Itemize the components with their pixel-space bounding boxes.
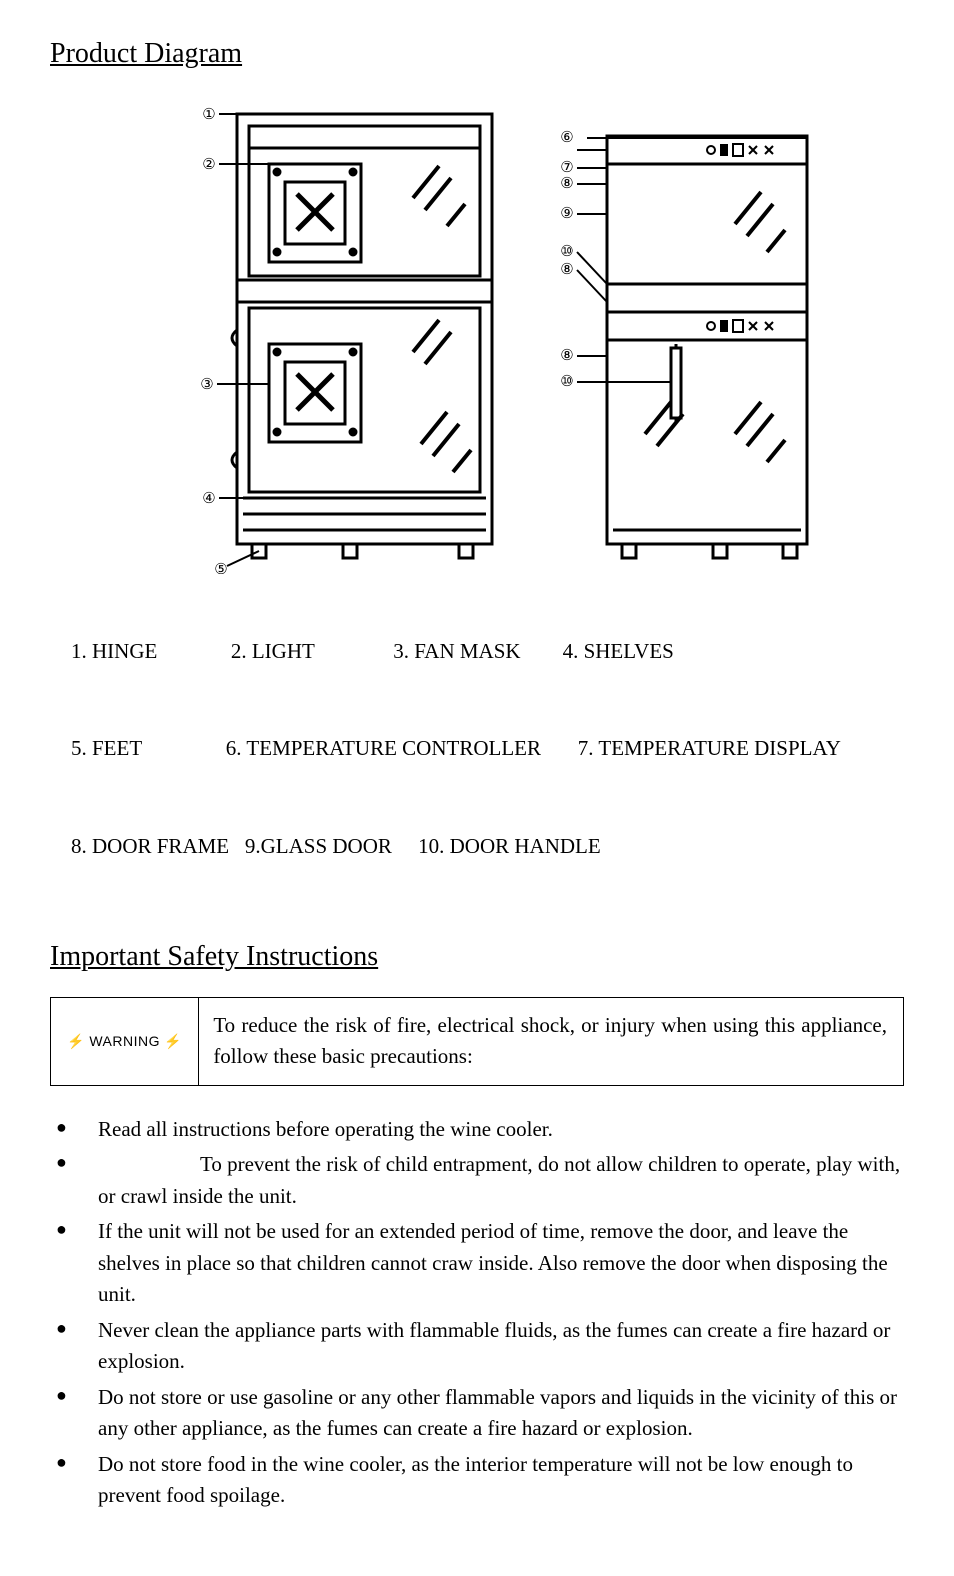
safety-bullet-list: Read all instructions before operating t… <box>50 1114 904 1512</box>
legend-item: 4. SHELVES <box>563 639 674 663</box>
warning-label-text: WARNING <box>89 1033 160 1049</box>
svg-text:⑨: ⑨ <box>560 205 573 222</box>
svg-text:⑩: ⑩ <box>560 373 573 390</box>
svg-text:④: ④ <box>202 490 215 507</box>
lightning-icon: ⚡ <box>164 1033 182 1050</box>
lightning-icon: ⚡ <box>67 1033 85 1050</box>
legend-item: 3. FAN MASK <box>393 639 520 663</box>
svg-text:③: ③ <box>200 376 213 393</box>
svg-text:②: ② <box>202 156 215 173</box>
legend-row-2: 5. FEET 6. TEMPERATURE CONTROLLER 7. TEM… <box>50 700 904 798</box>
safety-bullet: Do not store or use gasoline or any othe… <box>50 1382 904 1445</box>
legend-item: 6. TEMPERATURE CONTROLLER <box>226 736 541 760</box>
svg-text:⑦: ⑦ <box>560 159 573 176</box>
legend-item: 1. HINGE <box>71 639 157 663</box>
legend-item: 10. DOOR HANDLE <box>418 834 601 858</box>
heading-safety-instructions: Important Safety Instructions <box>50 941 904 973</box>
svg-text:①: ① <box>202 106 215 123</box>
svg-text:⑤: ⑤ <box>214 561 227 574</box>
warning-text: To reduce the risk of fire, electrical s… <box>199 998 903 1085</box>
svg-text:⑧: ⑧ <box>560 261 573 278</box>
svg-text:⑧: ⑧ <box>560 347 573 364</box>
safety-bullet: If the unit will not be used for an exte… <box>50 1216 904 1311</box>
legend-item: 5. FEET <box>71 736 142 760</box>
safety-bullet: Do not store food in the wine cooler, as… <box>50 1449 904 1512</box>
product-diagram-container: ① ② ③ ④ ⑤ ⑥ ⑦ ⑧ ⑨ ⑩ ⑧ ⑧ ⑩ <box>50 94 904 574</box>
svg-text:⑧: ⑧ <box>560 175 573 192</box>
safety-bullet: Never clean the appliance parts with fla… <box>50 1315 904 1378</box>
legend-item: 9.GLASS DOOR <box>245 834 392 858</box>
legend-item: 7. TEMPERATURE DISPLAY <box>578 736 841 760</box>
svg-text:⑥: ⑥ <box>560 129 573 146</box>
legend-row-3: 8. DOOR FRAME 9.GLASS DOOR 10. DOOR HAND… <box>50 797 904 895</box>
warning-label-cell: ⚡ WARNING ⚡ <box>51 998 199 1085</box>
warning-box: ⚡ WARNING ⚡ To reduce the risk of fire, … <box>50 997 904 1086</box>
legend-row-1: 1. HINGE 2. LIGHT 3. FAN MASK 4. SHELVES <box>50 602 904 700</box>
safety-bullet: To prevent the risk of child entrapment,… <box>50 1149 904 1212</box>
bullet-text-indent: To prevent the risk of child entrapment,… <box>98 1149 852 1181</box>
legend-block: 1. HINGE 2. LIGHT 3. FAN MASK 4. SHELVES… <box>50 602 904 895</box>
svg-text:⑩: ⑩ <box>560 243 573 260</box>
safety-bullet: Read all instructions before operating t… <box>50 1114 904 1146</box>
legend-item: 8. DOOR FRAME <box>71 834 229 858</box>
heading-product-diagram: Product Diagram <box>50 38 904 70</box>
product-diagram-svg: ① ② ③ ④ ⑤ ⑥ ⑦ ⑧ ⑨ ⑩ ⑧ ⑧ ⑩ <box>117 94 837 574</box>
legend-item: 2. LIGHT <box>231 639 315 663</box>
